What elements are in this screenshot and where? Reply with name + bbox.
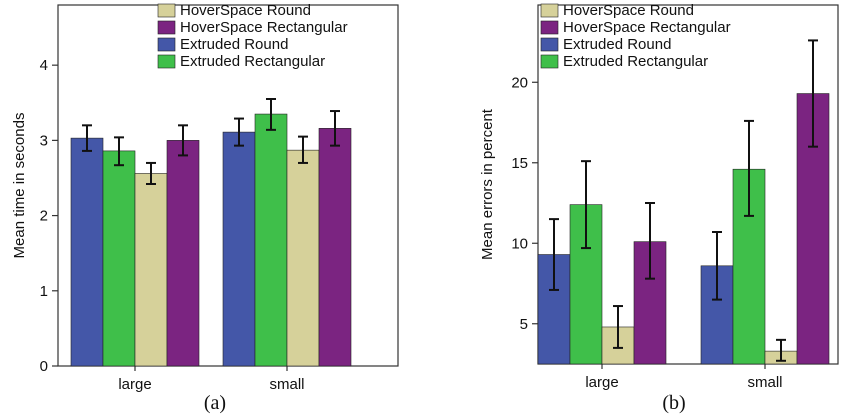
y-tick-label: 20 xyxy=(511,74,528,91)
chart-panel-a: 0 1 2 3 4 Mean time in seconds large small Hover… xyxy=(11,2,399,414)
panel-caption: (a) xyxy=(204,392,226,414)
y-tick-label: 4 xyxy=(40,57,48,74)
y-tick-label: 5 xyxy=(520,316,528,333)
legend-swatch xyxy=(540,37,559,52)
legend-swatch xyxy=(157,54,176,69)
bar-hoverspace-round-large xyxy=(134,173,168,367)
y-tick-label: 0 xyxy=(40,358,48,375)
bar-extruded-rectangular-small xyxy=(254,113,288,367)
y-tick-label: 3 xyxy=(40,132,48,149)
bar-hoverspace-rectangular-small xyxy=(318,128,352,367)
y-tick-label: 10 xyxy=(511,235,528,252)
bar-extruded-round-small xyxy=(222,131,256,367)
bar-hoverspace-rectangular-large xyxy=(166,140,200,367)
legend-swatch xyxy=(540,3,559,18)
legend-swatch xyxy=(157,20,176,35)
legend-label: HoverSpace Round xyxy=(563,2,694,19)
legend-label: HoverSpace Rectangular xyxy=(563,19,731,36)
legend-swatch xyxy=(540,20,559,35)
bar-extruded-rectangular-large xyxy=(102,150,136,367)
bar-hoverspace-round-small xyxy=(286,149,320,367)
bar-extruded-round-large xyxy=(70,137,104,367)
legend-label: Extruded Rectangular xyxy=(563,53,708,70)
legend-swatch xyxy=(157,3,176,18)
panel-caption: (b) xyxy=(662,392,685,414)
y-axis-title: Mean time in seconds xyxy=(11,113,28,259)
x-tick-label: large xyxy=(118,376,151,393)
legend-label: Extruded Rectangular xyxy=(180,53,325,70)
legend-swatch xyxy=(157,37,176,52)
legend-label: Extruded Round xyxy=(180,36,288,53)
y-axis-title: Mean errors in percent xyxy=(479,108,496,260)
chart-panel-b: 5 10 15 20 Mean errors in percent large small H… xyxy=(479,2,839,414)
y-tick-label: 1 xyxy=(40,283,48,300)
x-tick-label: small xyxy=(269,376,304,393)
y-tick-label: 15 xyxy=(511,155,528,172)
x-tick-label: small xyxy=(747,374,782,391)
y-tick-label: 2 xyxy=(40,208,48,225)
plot-frame xyxy=(537,4,839,365)
legend-label: Extruded Round xyxy=(563,36,671,53)
x-tick-label: large xyxy=(585,374,618,391)
legend-label: HoverSpace Rectangular xyxy=(180,19,348,36)
legend-swatch xyxy=(540,54,559,69)
legend-label: HoverSpace Round xyxy=(180,2,311,19)
